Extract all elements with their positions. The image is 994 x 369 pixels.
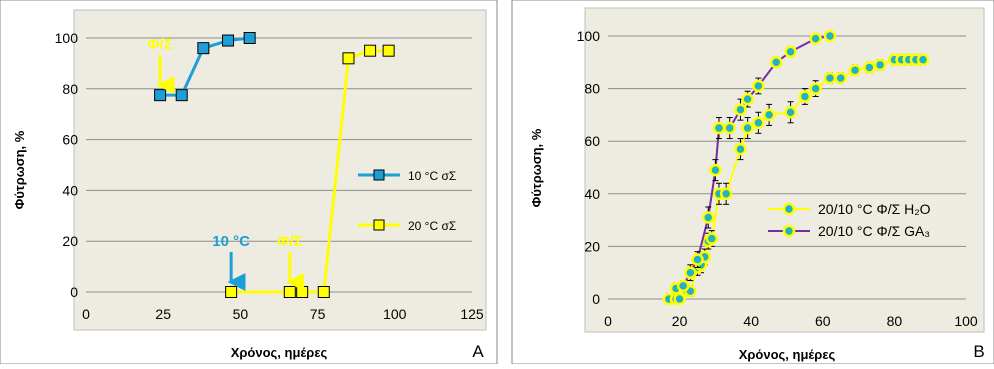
data-point	[691, 253, 704, 266]
legend-label: 10 °C σΣ	[408, 169, 456, 183]
data-point	[809, 32, 822, 45]
data-point	[701, 211, 715, 224]
y-tick-label: 0	[70, 284, 78, 300]
data-point	[673, 292, 686, 306]
data-point	[712, 121, 726, 135]
y-tick-label: 80	[584, 81, 600, 97]
x-tick-label: 25	[155, 306, 171, 322]
data-point	[719, 187, 733, 201]
legend-marker	[782, 224, 796, 238]
legend-label: 20/10 °C Φ/Σ GA₃	[818, 223, 930, 239]
x-tick-label: 40	[743, 313, 759, 329]
data-point	[752, 79, 765, 93]
data-point	[784, 45, 797, 59]
data-point	[283, 286, 296, 298]
legend-marker	[782, 202, 796, 216]
annotation-label: 10 °C	[212, 233, 250, 250]
panel-letter: B	[973, 342, 984, 361]
data-point	[823, 71, 837, 85]
data-point	[222, 34, 235, 47]
x-tick-label: 0	[82, 306, 90, 322]
x-tick-label: 20	[672, 313, 688, 329]
data-point	[741, 92, 754, 106]
y-tick-label: 40	[584, 186, 600, 202]
data-point	[317, 286, 330, 298]
data-point	[916, 53, 930, 66]
y-tick-label: 100	[577, 28, 601, 44]
y-tick-label: 0	[592, 291, 600, 307]
x-tick-label: 50	[233, 306, 249, 322]
data-point	[863, 61, 876, 74]
data-point	[734, 142, 747, 156]
y-tick-label: 60	[62, 132, 78, 148]
data-point	[709, 163, 722, 177]
data-point	[784, 106, 797, 119]
x-axis-title: Χρόνος, ημέρες	[231, 345, 328, 360]
panel-a-chart-area	[73, 9, 487, 331]
x-tick-label: 125	[460, 306, 484, 322]
data-point	[823, 29, 837, 43]
panel-letter: A	[472, 342, 484, 361]
data-point	[705, 232, 719, 245]
data-point	[175, 89, 188, 102]
y-tick-label: 60	[584, 133, 600, 149]
data-point	[873, 58, 887, 72]
data-point	[364, 44, 377, 57]
data-point	[243, 32, 256, 44]
y-tick-label: 40	[62, 182, 78, 198]
panel-b: 0 20 40 60 80 100 0 20 40 60 80 100 Χρόνος, ημέρες Φύ…	[529, 28, 985, 362]
x-tick-label: 80	[887, 313, 903, 329]
data-point	[154, 89, 167, 102]
data-point	[762, 108, 776, 122]
data-point	[225, 286, 238, 298]
y-tick-label: 100	[55, 30, 79, 46]
legend-marker	[373, 169, 385, 181]
y-tick-label: 20	[62, 233, 78, 249]
data-point	[770, 56, 783, 69]
x-axis-title: Χρόνος, ημέρες	[739, 347, 836, 362]
data-point	[342, 52, 355, 65]
y-axis-title: Φύτρωση, %	[529, 128, 544, 207]
data-point	[834, 71, 847, 85]
data-point	[741, 121, 754, 135]
x-tick-label: 60	[815, 313, 831, 329]
data-point	[734, 103, 747, 116]
legend-label: 20 °C σΣ	[408, 219, 456, 233]
legend-label: 20/10 °C Φ/Σ H₂O	[818, 201, 931, 217]
data-point	[798, 90, 812, 103]
data-point	[809, 82, 822, 95]
legend-marker	[373, 219, 385, 231]
data-point	[382, 44, 395, 57]
data-point	[752, 116, 765, 130]
data-point	[684, 266, 697, 279]
y-tick-label: 20	[584, 238, 600, 254]
x-tick-label: 0	[604, 313, 612, 329]
y-tick-label: 80	[62, 81, 78, 97]
y-axis-title: Φύτρωση, %	[12, 130, 27, 209]
x-tick-label: 75	[310, 306, 326, 322]
panel-a: 0 20 40 60 80 100 0 25 50 75 100 125 Χρόνος, ημέρες Φ…	[12, 30, 484, 361]
x-tick-label: 100	[383, 306, 407, 322]
data-point	[197, 42, 210, 55]
annotation-label: Φ/Σ	[147, 36, 172, 53]
data-point	[848, 63, 862, 77]
x-tick-label: 100	[954, 313, 978, 329]
data-point	[676, 279, 690, 293]
data-point	[296, 286, 309, 298]
data-point	[723, 121, 736, 135]
annotation-label: Φ/Σ	[277, 233, 302, 250]
